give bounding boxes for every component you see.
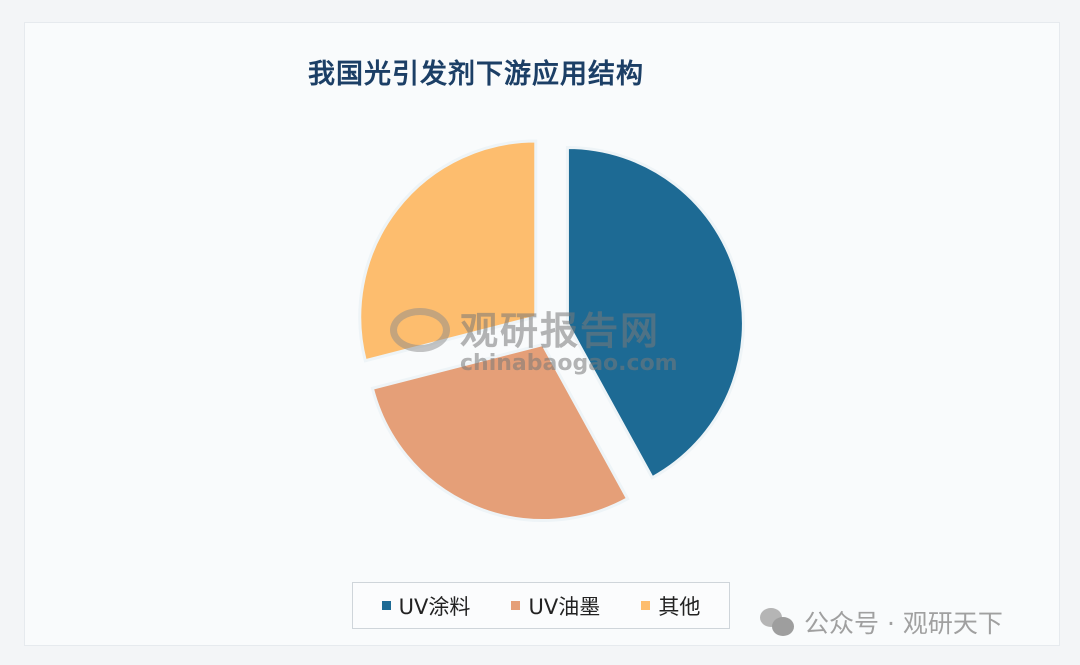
chart-card [24, 22, 1060, 646]
wechat-icon [760, 608, 794, 636]
legend-label: UV油墨 [528, 594, 601, 619]
legend-swatch [381, 601, 391, 610]
legend-label: 其他 [658, 594, 701, 619]
footer-text: 公众号 · 观研天下 [804, 609, 1003, 638]
watermark: 观研报告网 chinabaogao.com [390, 300, 678, 376]
chart-title: 我国光引发剂下游应用结构 [308, 59, 644, 90]
watermark-en: chinabaogao.com [460, 351, 678, 376]
pie-slice-2 [370, 342, 630, 522]
legend: UV涂料 UV油墨 其他 [352, 582, 730, 629]
watermark-logo-icon [390, 308, 450, 352]
footer: 公众号 · 观研天下 [760, 604, 1003, 640]
legend-swatch [511, 601, 521, 610]
legend-swatch [641, 601, 651, 610]
legend-label: UV涂料 [398, 594, 471, 619]
watermark-cn: 观研报告网 [460, 309, 661, 353]
legend-item: UV油墨 [511, 591, 600, 621]
pie-slice-1 [565, 146, 745, 480]
legend-item: 其他 [641, 591, 700, 621]
pie-slice-3 [358, 139, 538, 363]
legend-item: UV涂料 [381, 591, 471, 621]
